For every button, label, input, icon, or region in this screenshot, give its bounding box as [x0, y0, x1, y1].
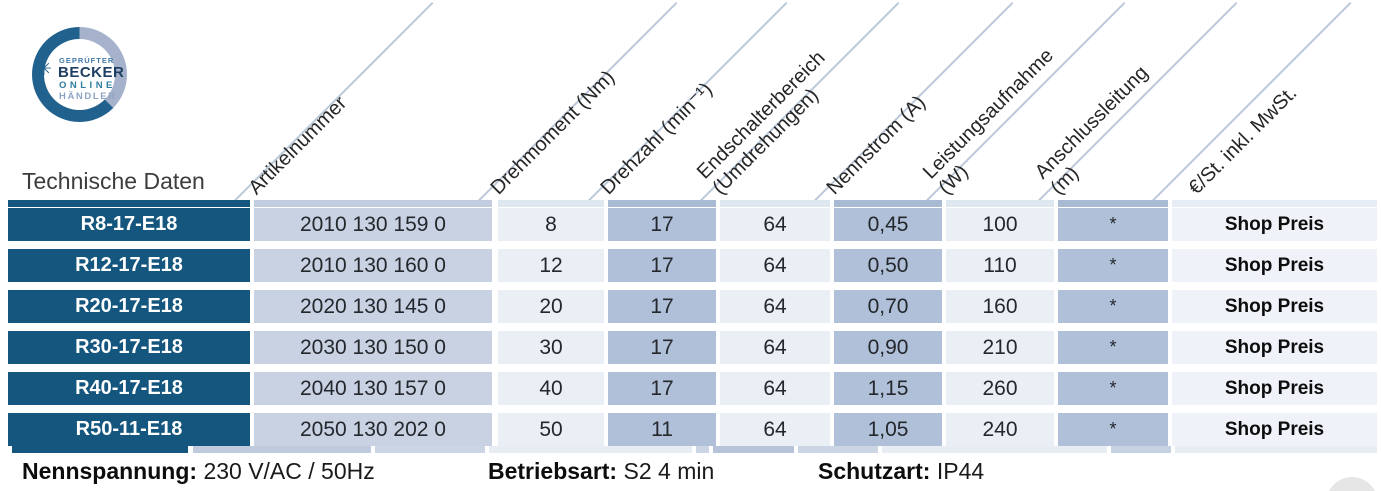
spec-betriebsart: Betriebsart: S2 4 min: [488, 458, 714, 485]
spec-value: 230 V/AC / 50Hz: [203, 458, 375, 484]
cell-drehzahl: 17: [608, 372, 716, 405]
cell-leistungsaufnahme: 210: [946, 331, 1054, 364]
top-border-segment: [498, 200, 604, 207]
top-border-segment: [608, 200, 716, 207]
cell-leistungsaufnahme: 240: [946, 413, 1054, 446]
cell-drehzahl: 17: [608, 331, 716, 364]
badge-line-becker: BECKER: [58, 64, 125, 81]
cell-leistungsaufnahme: 260: [946, 372, 1054, 405]
floating-button-partial[interactable]: [1326, 477, 1378, 491]
cell-endschalterbereich: 64: [720, 208, 830, 241]
column-header-drehzahl: Drehzahl (min⁻¹): [596, 78, 717, 199]
top-border-segment: [8, 200, 250, 207]
cell-endschalterbereich: 64: [720, 331, 830, 364]
cell-anschlussleitung: *: [1058, 208, 1168, 241]
spec-schutzart: Schutzart: IP44: [818, 458, 984, 485]
spec-label: Betriebsart:: [488, 458, 618, 484]
header-diagonal-separator: [1152, 2, 1352, 202]
cell-endschalterbereich: 64: [720, 249, 830, 282]
column-header-artikelnummer: Artikelnummer: [244, 92, 352, 199]
badge-ring-hole: [44, 39, 115, 110]
page-title: Technische Daten: [22, 168, 205, 194]
cell-anschlussleitung: *: [1058, 413, 1168, 446]
badge-line-gepruefter: GEPRÜFTER: [59, 56, 115, 65]
cell-anschlussleitung: *: [1058, 290, 1168, 323]
spec-value: S2 4 min: [623, 458, 715, 484]
cell-drehmoment: 12: [498, 249, 604, 282]
cell-anschlussleitung: *: [1058, 249, 1168, 282]
cell-leistungsaufnahme: 110: [946, 249, 1054, 282]
shop-price-link[interactable]: Shop Preis: [1172, 290, 1377, 323]
cell-drehmoment: 40: [498, 372, 604, 405]
shop-price-link[interactable]: Shop Preis: [1172, 331, 1377, 364]
bottom-border-segment: [882, 446, 1107, 453]
bottom-border-segment: [798, 446, 878, 453]
bottom-border-segment: [12, 446, 188, 453]
shop-price-link[interactable]: Shop Preis: [1172, 249, 1377, 282]
top-border-segment: [254, 200, 492, 207]
cell-nennstrom: 1,05: [834, 413, 942, 446]
bottom-border-segment: [375, 446, 485, 453]
bottom-border-segment: [489, 446, 692, 453]
spec-label: Schutzart:: [818, 458, 931, 484]
column-header-preis: €/St. inkl. MwSt.: [1184, 82, 1302, 199]
cell-drehzahl: 17: [608, 249, 716, 282]
bottom-border-segment: [713, 446, 794, 453]
becker-online-haendler-badge: ✳ GEPRÜFTER BECKER ONLINE HÄNDLER: [30, 24, 130, 126]
row-model-name: R20-17-E18: [8, 290, 250, 323]
cell-nennstrom: 0,70: [834, 290, 942, 323]
row-model-name: R12-17-E18: [8, 249, 250, 282]
top-border-segment: [1172, 200, 1377, 207]
cell-anschlussleitung: *: [1058, 372, 1168, 405]
top-border-segment: [1058, 200, 1168, 207]
column-header-endschalterbereich: Endschalterbereich (Umdrehungen): [692, 46, 830, 199]
row-model-name: R30-17-E18: [8, 331, 250, 364]
cell-drehmoment: 8: [498, 208, 604, 241]
cell-artikelnummer: 2030 130 150 0: [254, 331, 492, 364]
cell-endschalterbereich: 64: [720, 290, 830, 323]
bottom-border-segment: [1111, 446, 1171, 453]
cell-artikelnummer: 2050 130 202 0: [254, 413, 492, 446]
top-border-segment: [946, 200, 1054, 207]
row-model-name: R50-11-E18: [8, 413, 250, 446]
row-model-name: R40-17-E18: [8, 372, 250, 405]
cell-drehzahl: 17: [608, 290, 716, 323]
cell-drehmoment: 30: [498, 331, 604, 364]
spec-nennspannung: Nennspannung: 230 V/AC / 50Hz: [22, 458, 375, 485]
badge-line-online: ONLINE: [59, 80, 116, 91]
cell-drehmoment: 50: [498, 413, 604, 446]
snowflake-icon: ✳: [36, 59, 52, 80]
shop-price-link[interactable]: Shop Preis: [1172, 372, 1377, 405]
cell-artikelnummer: 2010 130 160 0: [254, 249, 492, 282]
spec-label: Nennspannung:: [22, 458, 198, 484]
bottom-border-segment: [1175, 446, 1377, 453]
cell-anschlussleitung: *: [1058, 331, 1168, 364]
cell-endschalterbereich: 64: [720, 413, 830, 446]
top-border-segment: [720, 200, 830, 207]
bottom-border-segment: [193, 446, 371, 453]
shop-price-link[interactable]: Shop Preis: [1172, 208, 1377, 241]
cell-nennstrom: 0,90: [834, 331, 942, 364]
column-header-nennstrom: Nennstrom (A): [822, 91, 930, 199]
cell-drehzahl: 17: [608, 208, 716, 241]
cell-artikelnummer: 2040 130 157 0: [254, 372, 492, 405]
cell-leistungsaufnahme: 160: [946, 290, 1054, 323]
spec-value: IP44: [936, 458, 985, 484]
top-border-segment: [834, 200, 942, 207]
cell-artikelnummer: 2020 130 145 0: [254, 290, 492, 323]
cell-nennstrom: 0,45: [834, 208, 942, 241]
cell-drehmoment: 20: [498, 290, 604, 323]
badge-line-haendler: HÄNDLER: [59, 91, 117, 102]
cell-artikelnummer: 2010 130 159 0: [254, 208, 492, 241]
cell-leistungsaufnahme: 100: [946, 208, 1054, 241]
cell-drehzahl: 11: [608, 413, 716, 446]
row-model-name: R8-17-E18: [8, 208, 250, 241]
bottom-border-segment: [696, 446, 709, 453]
cell-nennstrom: 0,50: [834, 249, 942, 282]
cell-endschalterbereich: 64: [720, 372, 830, 405]
cell-nennstrom: 1,15: [834, 372, 942, 405]
shop-price-link[interactable]: Shop Preis: [1172, 413, 1377, 446]
